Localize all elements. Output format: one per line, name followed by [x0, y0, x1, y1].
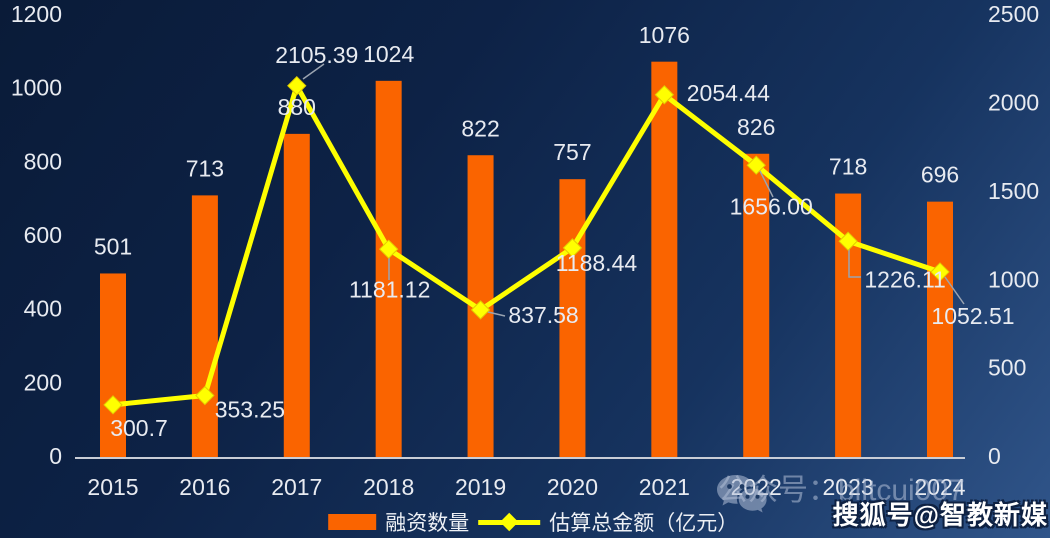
line-value-label: 2105.39 — [275, 42, 358, 68]
right-axis-tick: 500 — [988, 355, 1026, 381]
bar-value-label: 713 — [186, 155, 224, 181]
line-value-label: 2054.44 — [687, 80, 770, 106]
label-leader-line — [848, 248, 861, 278]
right-axis-tick: 2000 — [988, 89, 1039, 115]
right-axis-tick: 1000 — [988, 266, 1039, 292]
line-marker — [930, 262, 950, 282]
right-axis-tick: 1500 — [988, 178, 1039, 204]
line-value-label: 300.7 — [110, 415, 168, 441]
bar-value-label: 880 — [278, 94, 316, 120]
left-axis-tick: 600 — [24, 222, 62, 248]
x-axis-label: 2020 — [547, 474, 598, 500]
x-axis-label: 2024 — [914, 474, 965, 500]
left-axis-tick: 400 — [24, 296, 62, 322]
line-marker — [470, 300, 491, 320]
line-marker — [287, 76, 307, 96]
bar — [651, 61, 678, 458]
bar-value-label: 1076 — [639, 22, 690, 48]
legend: 融资数量 估算总金额（亿元） — [328, 507, 738, 537]
line-series-label: 估算总金额（亿元） — [549, 512, 739, 535]
line-marker — [654, 85, 675, 105]
bar-series-label: 融资数量 — [385, 512, 470, 535]
x-axis-label: 2021 — [639, 474, 690, 500]
line-marker — [378, 239, 399, 259]
bar — [100, 273, 126, 458]
x-axis-label: 2017 — [271, 474, 322, 500]
line-marker — [838, 231, 858, 251]
bar-value-label: 826 — [737, 114, 775, 140]
left-axis-tick: 1200 — [11, 1, 62, 27]
left-axis-tick: 0 — [49, 443, 62, 469]
label-leader-line — [487, 311, 506, 317]
bar-series-swatch — [328, 514, 377, 530]
line-series — [112, 83, 941, 408]
bar — [559, 179, 586, 458]
left-axis-tick: 200 — [24, 369, 62, 395]
sohu-watermark: 搜狐号@智教新媒 — [832, 500, 1048, 530]
bar-value-label: 501 — [94, 234, 132, 260]
right-axis-tick: 2500 — [988, 1, 1039, 27]
bar-value-label: 696 — [921, 162, 959, 188]
line-value-label: 353.25 — [215, 397, 285, 423]
line-series-swatch — [478, 519, 541, 525]
bar-value-label: 757 — [553, 139, 591, 165]
x-axis-label: 2023 — [823, 474, 874, 500]
left-axis-tick: 1000 — [11, 75, 62, 101]
bar — [927, 201, 953, 458]
bar-value-label: 1024 — [363, 41, 414, 67]
label-leader-line — [302, 63, 325, 80]
right-axis-tick: 0 — [988, 443, 1001, 469]
line-value-label: 1188.44 — [556, 250, 638, 276]
line-value-label: 1656.00 — [730, 193, 813, 219]
line-marker — [562, 238, 583, 258]
bar-value-label: 822 — [461, 115, 499, 141]
line-value-label: 837.58 — [508, 302, 578, 328]
bar — [191, 195, 218, 458]
line-value-label: 1226.11 — [864, 266, 945, 292]
line-value-label: 1052.51 — [931, 303, 1014, 329]
x-axis-label: 2015 — [87, 474, 138, 500]
left-axis-tick: 800 — [24, 148, 62, 174]
x-axis-label: 2018 — [363, 474, 414, 500]
x-axis-label: 2016 — [179, 474, 230, 500]
x-axis-label: 2019 — [455, 474, 506, 500]
wechat-watermark: 公众号：biltcui007 — [716, 474, 965, 513]
bar-value-label: 718 — [829, 154, 867, 180]
bar — [743, 153, 770, 459]
bar — [283, 133, 310, 458]
label-leader-line — [944, 276, 965, 305]
line-marker — [103, 395, 123, 415]
line-value-label: 1181.12 — [349, 276, 430, 302]
line-marker — [746, 155, 766, 175]
label-leader-line — [759, 170, 774, 198]
line-marker — [195, 385, 215, 406]
